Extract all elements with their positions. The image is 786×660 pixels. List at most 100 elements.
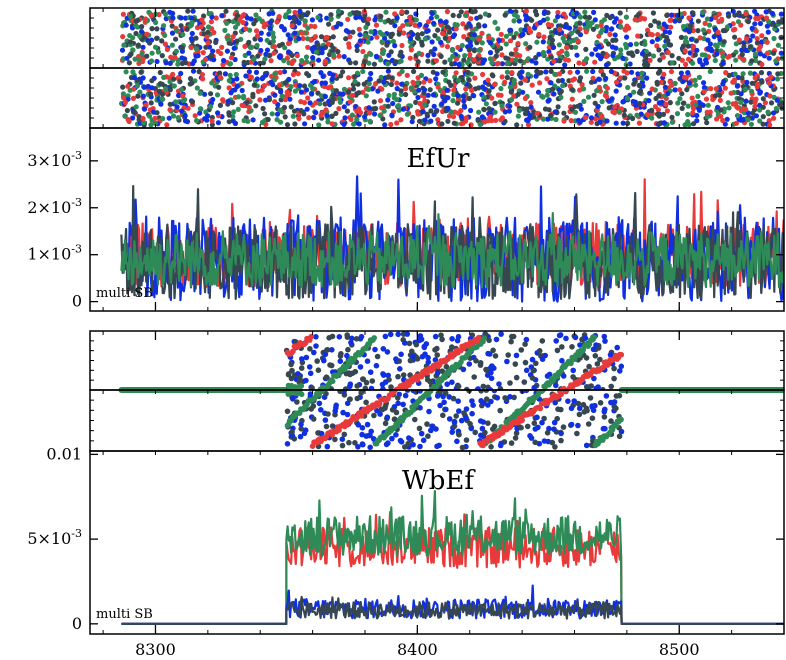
efur-phase-point	[661, 72, 666, 77]
efur-phase-point	[626, 26, 631, 31]
efur-phase-point	[661, 55, 666, 60]
efur-phase-point	[541, 117, 546, 122]
efur-phase-point	[189, 36, 194, 41]
efur-phase-point	[720, 81, 725, 86]
efur-phase-point	[578, 15, 583, 20]
efur-phase-point	[153, 45, 158, 50]
efur-phase-point	[363, 25, 368, 30]
wbef-phase-point	[325, 444, 331, 450]
efur-phase-point	[403, 86, 408, 91]
wbef-phase-point	[472, 430, 478, 436]
efur-phase-point	[776, 19, 781, 24]
efur-phase-point	[499, 103, 504, 108]
efur-phase-point	[352, 79, 357, 84]
wbef-phase-point	[459, 418, 465, 424]
efur-phase-point	[705, 110, 710, 115]
wbef-phase-point	[365, 422, 371, 428]
wbef-phase-point	[449, 429, 455, 435]
efur-phase-point	[347, 45, 352, 50]
efur-phase-point	[467, 47, 472, 52]
efur-phase-point	[581, 86, 586, 91]
efur-phase-point	[167, 79, 172, 84]
efur-phase-point	[174, 28, 179, 33]
efur-phase-point	[624, 62, 629, 67]
efur-phase-point	[504, 41, 509, 46]
efur-phase-point	[263, 98, 268, 103]
wbef-phase-point	[344, 332, 350, 338]
efur-phase-point	[487, 106, 492, 111]
efur-phase-point	[175, 62, 180, 67]
efur-phase-point	[489, 96, 494, 101]
efur-phase-point	[231, 109, 236, 114]
efur-phase-point	[761, 105, 766, 110]
efur-phase-point	[541, 39, 546, 44]
efur-title: EfUr	[407, 144, 471, 174]
efur-phase-point	[312, 79, 317, 84]
efur-amplitude-panel: 01×10-32×10-33×10-3 EfUr multi SB	[27, 128, 784, 311]
efur-phase-point	[480, 60, 485, 65]
efur-phase-point	[336, 96, 341, 101]
efur-phase-point	[508, 28, 513, 33]
efur-phase-point	[282, 105, 287, 110]
efur-phase-point	[597, 120, 602, 125]
efur-phase-point	[265, 48, 270, 53]
efur-phase-point	[268, 80, 273, 85]
efur-phase-point	[292, 16, 297, 21]
efur-phase-point	[422, 102, 427, 107]
efur-phase-point	[178, 15, 183, 20]
efur-phase-point	[415, 35, 420, 40]
wbef-phase-point	[551, 426, 557, 432]
wbef-phase-point	[374, 363, 380, 369]
efur-phase-point	[137, 34, 142, 39]
efur-phase-point	[720, 54, 725, 59]
efur-phase-point	[408, 56, 413, 61]
efur-phase-point	[271, 51, 276, 56]
efur-phase-point	[639, 71, 644, 76]
efur-phase-point	[635, 49, 640, 54]
efur-phase-point	[586, 95, 591, 100]
efur-phase-point	[492, 20, 497, 25]
efur-phase-point	[683, 62, 688, 67]
efur-phase-point	[719, 17, 724, 22]
wbef-phase-point	[385, 414, 391, 420]
efur-phase-point	[645, 112, 650, 117]
wbef-phase-point	[427, 379, 433, 385]
efur-phase-point	[334, 88, 339, 93]
efur-phase-point	[675, 111, 680, 116]
efur-phase-point	[755, 82, 760, 87]
efur-phase-point	[690, 61, 695, 66]
wbef-phase-point	[455, 398, 461, 404]
efur-phase-point	[673, 87, 678, 92]
efur-phase-point	[767, 56, 772, 61]
efur-phase-point	[707, 23, 712, 28]
efur-phase-point	[685, 112, 690, 117]
efur-phase-point	[245, 15, 250, 20]
wbef-phase-point	[584, 355, 590, 361]
wbef-phase-point	[617, 393, 623, 399]
efur-phase-point	[703, 58, 708, 63]
efur-phase-point	[537, 80, 542, 85]
efur-phase-point	[515, 41, 520, 46]
efur-phase-point	[492, 82, 497, 87]
efur-phase-point	[533, 9, 538, 14]
wbef-phase-point	[436, 443, 442, 449]
efur-phase-point	[173, 99, 178, 104]
efur-phase-point	[670, 120, 675, 125]
efur-phase-point	[435, 71, 440, 76]
efur-phase-point	[377, 30, 382, 35]
efur-phase-point	[721, 61, 726, 66]
efur-phase-point	[557, 42, 562, 47]
efur-phase-point	[194, 46, 199, 51]
efur-phase-point	[771, 51, 776, 56]
efur-phase-point	[599, 114, 604, 119]
efur-phase-point	[668, 18, 673, 23]
efur-phase-point	[461, 34, 466, 39]
efur-phase-point	[445, 106, 450, 111]
efur-phase-point	[324, 113, 329, 118]
efur-phase-point	[292, 121, 297, 126]
efur-phase-point	[631, 90, 636, 95]
wbef-phase-point	[393, 356, 399, 362]
wbef-phase-point	[397, 366, 403, 372]
efur-phase-point	[357, 121, 362, 126]
efur-phase-point	[451, 13, 456, 18]
